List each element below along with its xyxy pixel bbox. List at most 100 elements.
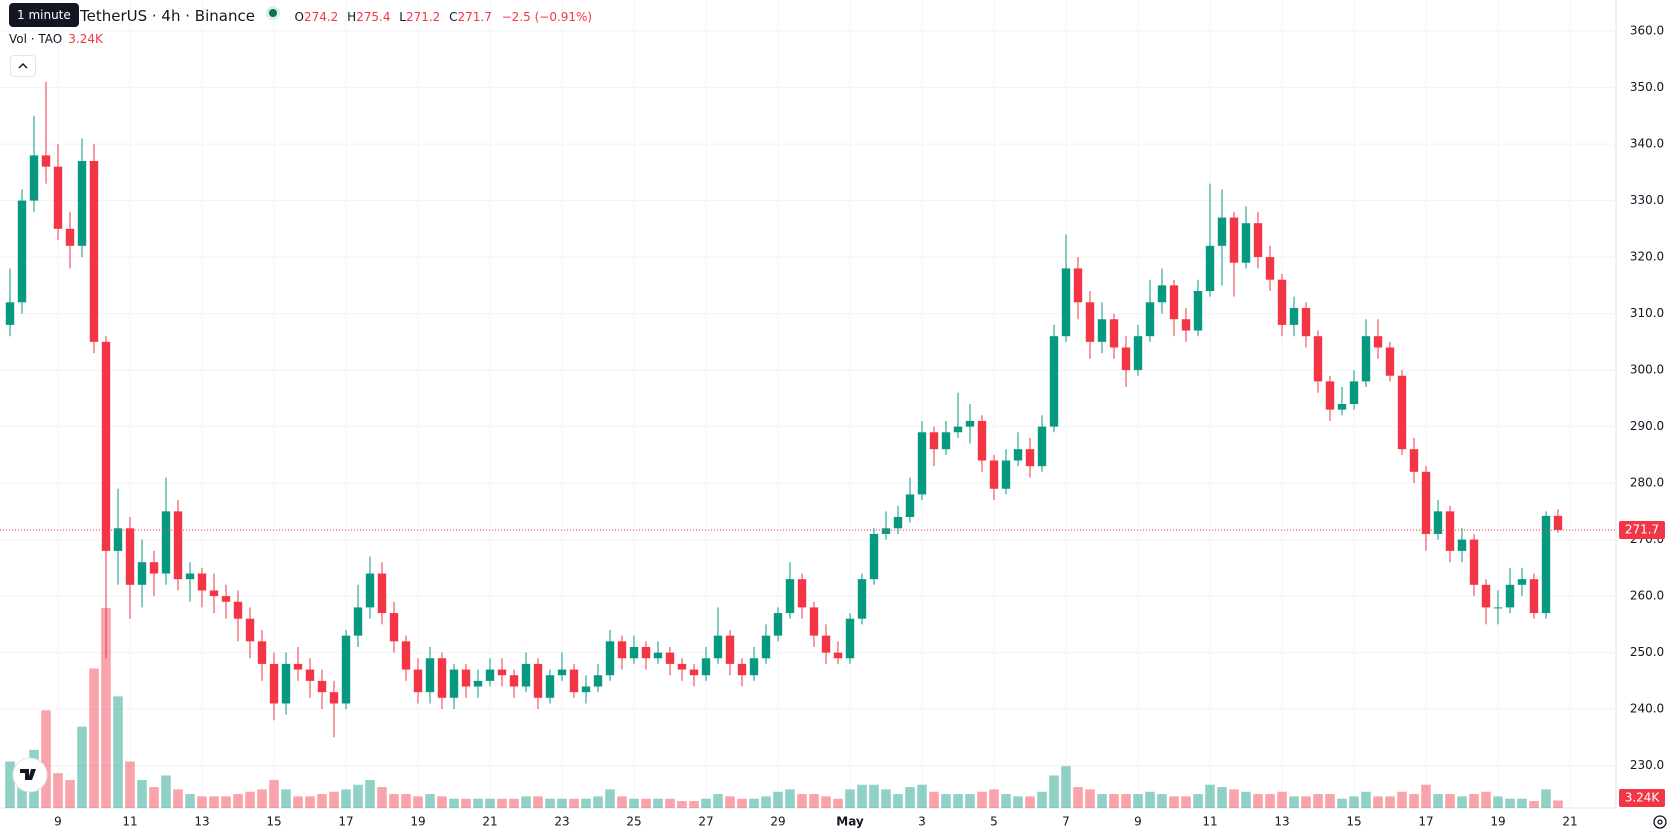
candle-body [785, 579, 795, 614]
volume-bar [581, 798, 591, 808]
candle-body [1325, 381, 1335, 410]
volume-bar [797, 794, 807, 808]
candle-body [953, 426, 963, 433]
y-tick-label: 340.0 [1630, 137, 1664, 151]
candle-body [1385, 347, 1395, 376]
candle-body [461, 669, 471, 687]
candle-body [1505, 584, 1515, 608]
candle-body [245, 618, 255, 642]
settings-icon[interactable] [1653, 815, 1667, 829]
candle-body [413, 669, 423, 693]
last-price-label: 271.7 [1625, 523, 1659, 537]
x-tick-label: 13 [194, 815, 209, 829]
candle-body [701, 658, 711, 676]
candle-body [149, 562, 159, 574]
candle-body [41, 155, 51, 167]
volume-bar [653, 798, 663, 808]
y-tick-label: 290.0 [1630, 419, 1664, 433]
candle-body [221, 596, 231, 602]
collapse-button[interactable] [10, 55, 36, 77]
candle-body [1289, 307, 1299, 325]
candle-body [1541, 515, 1551, 614]
candle-body [77, 161, 87, 246]
candle-body [1433, 511, 1443, 534]
tooltip: 1 minute [9, 3, 79, 27]
volume-bar [593, 796, 603, 808]
candle-body [17, 200, 27, 303]
candle-body [869, 533, 879, 580]
candle-body [65, 228, 75, 246]
volume-bar [1145, 791, 1155, 808]
candle-body [317, 680, 327, 693]
candle-body [1277, 279, 1287, 325]
candle-body [29, 155, 39, 201]
volume-bar [401, 794, 411, 808]
candle-body [545, 675, 555, 698]
candle-body [269, 663, 279, 704]
volume-bar [761, 796, 771, 808]
volume-bar [377, 787, 387, 808]
candle-body [209, 590, 219, 597]
candle-body [929, 432, 939, 450]
candle-body [377, 573, 387, 614]
volume-bar [233, 794, 243, 808]
candle-body [797, 579, 807, 608]
volume-bar [1289, 796, 1299, 808]
volume-bar [317, 794, 327, 808]
volume-bar [1169, 796, 1179, 808]
y-tick-label: 350.0 [1630, 80, 1664, 94]
candle-body [533, 663, 543, 698]
volume-bar [269, 780, 279, 808]
x-tick-label: 15 [1346, 815, 1361, 829]
candle-body [809, 607, 819, 636]
candle-body [1313, 336, 1323, 382]
x-tick-label: 17 [338, 815, 353, 829]
x-tick-label: May [836, 815, 864, 829]
volume-bar [965, 794, 975, 808]
volume-bar [929, 791, 939, 808]
candle-body [353, 607, 363, 636]
symbol-title[interactable]: TetherUS · 4h · Binance [80, 7, 255, 25]
candle-body [305, 669, 315, 681]
volume-bar [1277, 791, 1287, 808]
candle-body [1409, 449, 1419, 472]
logo-mark [20, 769, 36, 780]
candle-body [1013, 449, 1023, 461]
volume-bar [689, 801, 699, 808]
volume-bar [749, 798, 759, 808]
volume-bar [569, 798, 579, 808]
volume-bar [509, 798, 519, 808]
candle-body [1397, 375, 1407, 450]
candle-body [1049, 336, 1059, 427]
volume-bar [809, 794, 819, 808]
candle-body [1085, 302, 1095, 342]
candle-body [341, 635, 351, 704]
candle-body [893, 517, 903, 529]
volume-bar [857, 784, 867, 808]
candle-body [113, 528, 123, 551]
close-label: C [449, 10, 458, 24]
candle-body [497, 669, 507, 676]
candle-body [329, 692, 339, 704]
volume-bar [833, 798, 843, 808]
volume-bar [725, 796, 735, 808]
x-tick-label: 7 [1062, 815, 1070, 829]
volume-legend: Vol · TAO 3.24K [9, 32, 103, 46]
candle-body [137, 562, 147, 585]
high-label: H [347, 10, 357, 24]
volume-bar [1505, 798, 1515, 808]
candle-body [761, 635, 771, 659]
candle-body [965, 420, 975, 427]
candle-body [833, 652, 843, 659]
volume-bar [1397, 791, 1407, 808]
y-tick-label: 260.0 [1630, 589, 1664, 603]
volume-bar [1241, 791, 1251, 808]
volume-bar [893, 794, 903, 808]
tradingview-logo [12, 757, 48, 793]
x-tick-label: 19 [410, 815, 425, 829]
candle-body [821, 635, 831, 653]
y-tick-label: 240.0 [1630, 702, 1664, 716]
candle-body [161, 511, 171, 574]
volume-bar [1445, 794, 1455, 808]
